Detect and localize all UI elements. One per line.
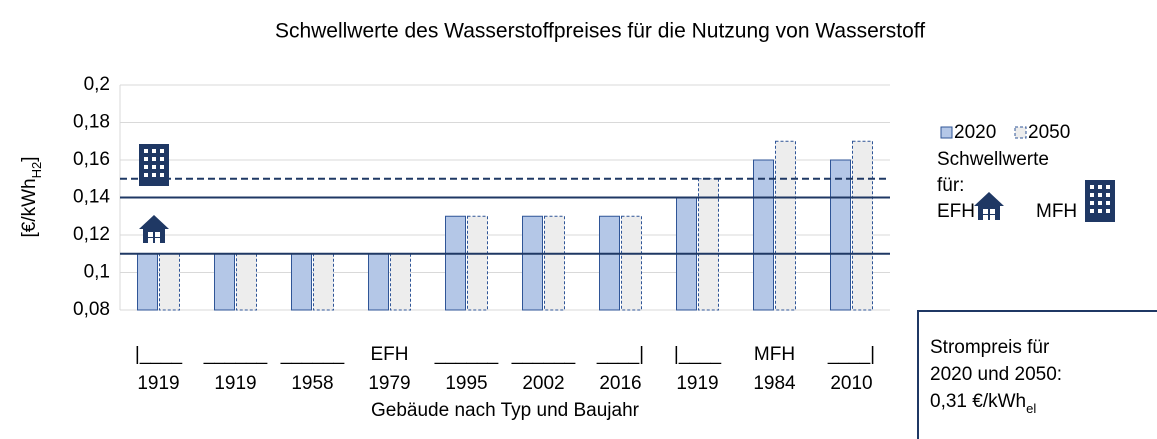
bar xyxy=(599,215,620,311)
x-group-label: EFH xyxy=(371,344,409,365)
x-group-label: ____| xyxy=(596,344,644,365)
bar xyxy=(214,253,235,311)
legend-efh: EFH xyxy=(937,201,975,222)
efh-icon xyxy=(139,215,169,243)
x-tick-label: 1919 xyxy=(676,373,718,394)
x-tick-label: 2016 xyxy=(599,373,641,394)
bar xyxy=(137,253,158,311)
bar xyxy=(236,253,257,311)
legend-efh-icon xyxy=(974,192,1004,220)
mfh-icon xyxy=(139,144,169,186)
bar xyxy=(291,253,312,311)
x-tick-label: 1919 xyxy=(214,373,256,394)
x-tick-label: 1984 xyxy=(753,373,796,394)
bar xyxy=(390,253,411,311)
x-group-label: ______ xyxy=(280,344,345,365)
bar xyxy=(445,215,466,311)
y-tick-label: 0,12 xyxy=(73,224,110,245)
y-axis-label: [€/kWhH2] xyxy=(19,156,44,237)
y-label-main: [€/kWh xyxy=(19,178,40,237)
bar xyxy=(621,215,642,311)
bar xyxy=(830,159,851,311)
y-tick-label: 0,18 xyxy=(73,112,110,133)
x-tick-label: 1995 xyxy=(445,373,487,394)
bar xyxy=(775,140,796,311)
y-label-end: ] xyxy=(19,156,40,161)
x-group-label: ______ xyxy=(203,344,268,365)
bar xyxy=(368,253,389,311)
x-tick-label: 2002 xyxy=(522,373,564,394)
x-group-label: |____ xyxy=(674,344,722,365)
x-tick-label: 1979 xyxy=(368,373,410,394)
x-tick-label: 2010 xyxy=(830,373,872,394)
x-group-label: MFH xyxy=(754,344,795,365)
y-tick-label: 0,2 xyxy=(84,74,110,95)
legend-threshold-title: Schwellwerte xyxy=(937,149,1049,170)
bar xyxy=(467,215,488,311)
x-group-label: ____| xyxy=(827,344,875,365)
x-axis-label: Gebäude nach Typ und Baujahr xyxy=(371,400,640,421)
legend-label: 2050 xyxy=(1028,122,1070,143)
bar xyxy=(313,253,334,311)
note-text: 0,31 €/kWh xyxy=(930,391,1026,412)
legend-threshold-title: für: xyxy=(937,175,964,196)
y-tick-label: 0,16 xyxy=(73,149,110,170)
y-label-sub: H2 xyxy=(29,162,44,179)
legend-swatch xyxy=(940,126,953,139)
bar xyxy=(544,215,565,311)
bar xyxy=(753,159,774,311)
bar xyxy=(852,140,873,311)
legend-swatch xyxy=(1014,126,1027,139)
note-sub: el xyxy=(1026,401,1036,416)
legend-mfh-icon xyxy=(1085,180,1115,222)
note-line: 0,31 €/kWhel xyxy=(930,391,1036,416)
x-group-label: ______ xyxy=(511,344,576,365)
bar xyxy=(159,253,180,311)
x-tick-label: 1958 xyxy=(291,373,333,394)
y-tick-label: 0,14 xyxy=(73,187,110,208)
note-box xyxy=(917,310,1157,439)
y-tick-label: 0,08 xyxy=(73,299,110,320)
chart-title: Schwellwerte des Wasserstoffpreises für … xyxy=(275,20,925,43)
legend-label: 2020 xyxy=(954,122,996,143)
x-group-label: ______ xyxy=(434,344,499,365)
bar xyxy=(522,215,543,311)
x-tick-label: 1919 xyxy=(137,373,179,394)
note-line: Strompreis für xyxy=(930,337,1050,358)
legend-mfh: MFH xyxy=(1036,201,1077,222)
y-tick-label: 0,1 xyxy=(84,262,110,283)
x-group-label: |____ xyxy=(135,344,183,365)
note-line: 2020 und 2050: xyxy=(930,364,1062,385)
